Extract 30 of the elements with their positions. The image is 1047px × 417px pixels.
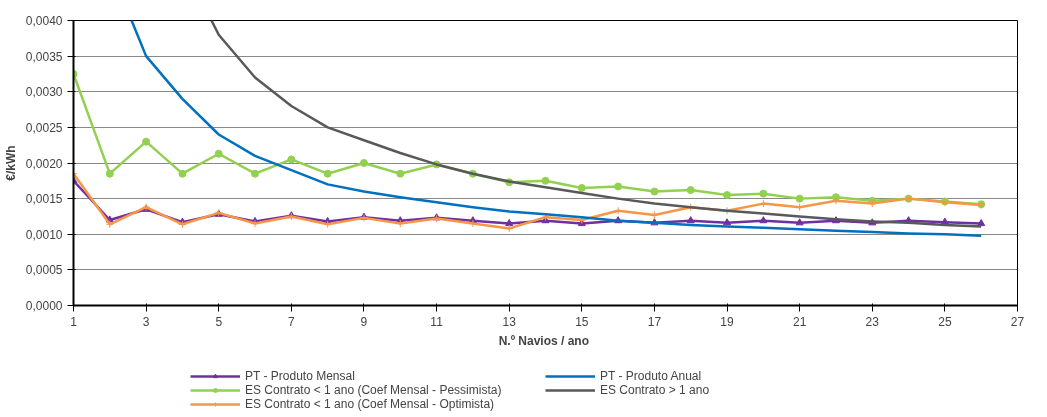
legend-label: PT - Produto Anual <box>600 368 703 383</box>
legend-label: PT - Produto Mensal <box>245 368 356 383</box>
y-tick-label: 0,0035 <box>25 49 63 64</box>
x-tick-label: 5 <box>215 314 223 329</box>
y-tick-label: 0,0040 <box>25 14 63 28</box>
x-tick-label: 7 <box>288 314 296 329</box>
y-tick-label: 0,0030 <box>25 85 63 100</box>
legend-label: ES Contrato < 1 ano (Coef Mensal - Optimista) <box>245 396 495 411</box>
y-tick-label: 0,0010 <box>25 227 63 242</box>
x-tick-label: 9 <box>360 314 368 329</box>
legend-label: ES Contrato < 1 ano (Coef Mensal - Pessimista) <box>245 382 503 397</box>
y-tick-label: 0,0025 <box>25 120 63 135</box>
x-tick-label: 13 <box>502 314 517 329</box>
x-tick-label: 17 <box>647 314 662 329</box>
y-tick-label: 0,0000 <box>25 299 63 313</box>
x-tick-label: 25 <box>938 314 952 329</box>
legend-label: ES Contrato > 1 ano <box>600 382 711 397</box>
x-tick-label: 15 <box>575 314 589 329</box>
x-tick-label: 1 <box>70 314 78 329</box>
x-axis-title: N.º Navios / ano <box>498 333 590 348</box>
y-axis-title: €/kWh <box>3 145 18 181</box>
x-tick-label: 23 <box>865 314 880 329</box>
x-tick-label: 27 <box>1010 314 1025 329</box>
x-tick-label: 11 <box>430 314 444 329</box>
x-tick-label: 3 <box>142 314 150 329</box>
y-tick-label: 0,0020 <box>25 156 63 171</box>
x-tick-label: 21 <box>792 314 807 329</box>
x-tick-label: 19 <box>720 314 735 329</box>
y-tick-label: 0,0015 <box>25 192 63 207</box>
y-tick-label: 0,0005 <box>25 263 63 278</box>
